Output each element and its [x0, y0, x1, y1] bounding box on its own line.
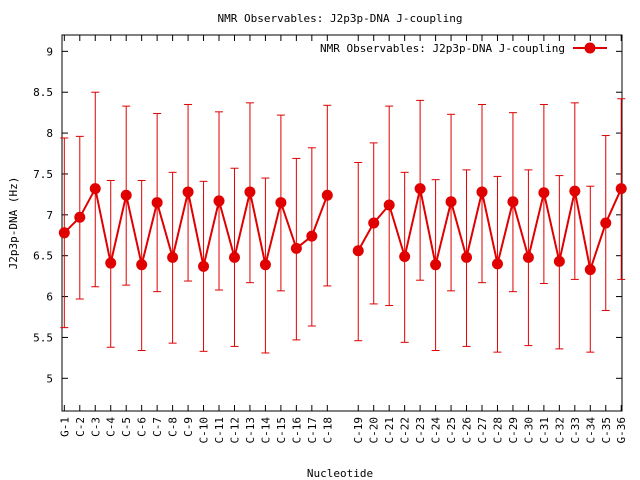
x-tick-label: C-12 — [228, 417, 241, 444]
data-point — [352, 245, 364, 257]
data-point — [368, 217, 380, 229]
y-tick-label: 8.5 — [33, 86, 53, 99]
data-point — [198, 260, 210, 272]
data-point — [600, 217, 612, 229]
x-tick-label: C-4 — [105, 417, 118, 437]
data-point — [615, 183, 627, 195]
x-tick-label: C-7 — [151, 417, 164, 437]
x-tick-label: C-16 — [290, 417, 303, 444]
x-tick-label: C-10 — [198, 417, 211, 444]
x-axis: G-1 C-2 C-3 C-4 C-5 C-6 C-7 C-8 C-9 C-10 C-11 C-12 C… — [58, 35, 628, 444]
series-line — [357, 188, 623, 274]
legend-label: NMR Observables: J2p3p-DNA J-coupling — [320, 42, 565, 55]
data-point — [430, 259, 442, 271]
series-line — [63, 185, 329, 267]
x-tick-label: C-6 — [136, 417, 149, 437]
data-point — [182, 186, 194, 198]
x-tick-label: C-15 — [275, 417, 288, 444]
y-tick-label: 7.5 — [33, 168, 53, 181]
data-point — [383, 199, 395, 211]
x-tick-label: C-20 — [368, 417, 381, 444]
x-tick-label: C-34 — [584, 417, 597, 444]
y-tick-label: 5 — [46, 372, 53, 385]
legend-marker-swatch — [584, 42, 596, 54]
data-point — [290, 242, 302, 254]
y-tick-label: 6.5 — [33, 250, 53, 263]
x-tick-label: C-22 — [399, 417, 412, 444]
data-point — [522, 251, 534, 263]
data-point — [89, 183, 101, 195]
data-point — [553, 255, 565, 267]
x-tick-label: C-28 — [491, 417, 504, 444]
x-tick-label: C-13 — [244, 417, 257, 444]
error-bars — [60, 91, 626, 354]
x-tick-label: C-35 — [600, 417, 613, 444]
data-point — [461, 251, 473, 263]
data-point — [445, 196, 457, 208]
x-tick-label: C-5 — [120, 417, 133, 437]
series-lines — [63, 185, 623, 274]
chart-title: NMR Observables: J2p3p-DNA J-coupling — [217, 12, 462, 25]
data-point — [275, 197, 287, 209]
x-tick-label: C-18 — [321, 417, 334, 444]
x-axis-label: Nucleotide — [307, 467, 373, 480]
data-point — [259, 259, 271, 271]
data-point — [213, 195, 225, 207]
x-tick-label: C-23 — [414, 417, 427, 444]
x-tick-label: C-31 — [538, 417, 551, 444]
x-tick-label: C-27 — [476, 417, 489, 444]
data-point — [244, 186, 256, 198]
data-point — [399, 251, 411, 263]
data-point — [476, 186, 488, 198]
data-point — [136, 259, 148, 271]
y-axis: 5 5.5 6 6.5 7 7.5 8 8.5 9 — [33, 45, 622, 385]
plot-frame — [61, 34, 623, 412]
data-point — [491, 258, 503, 270]
x-tick-label: C-14 — [259, 417, 272, 444]
data-point — [507, 196, 519, 208]
x-tick-label: G-36 — [615, 417, 628, 444]
data-point — [74, 211, 86, 223]
x-tick-label: C-26 — [461, 417, 474, 444]
legend: NMR Observables: J2p3p-DNA J-coupling — [320, 42, 607, 55]
y-tick-label: 5.5 — [33, 331, 53, 344]
y-tick-label: 6 — [46, 291, 53, 304]
y-tick-label: 7 — [46, 209, 53, 222]
data-point — [321, 189, 333, 201]
data-point — [120, 189, 132, 201]
x-tick-label: C-8 — [167, 417, 180, 437]
x-tick-label: C-30 — [522, 417, 535, 444]
y-tick-label: 9 — [46, 45, 53, 58]
data-point — [306, 230, 318, 242]
data-point — [58, 227, 70, 239]
data-point — [228, 251, 240, 263]
x-tick-label: C-33 — [569, 417, 582, 444]
x-tick-label: C-17 — [306, 417, 319, 444]
data-points — [58, 183, 627, 276]
x-tick-label: C-29 — [507, 417, 520, 444]
x-tick-label: C-25 — [445, 417, 458, 444]
x-tick-label: C-9 — [182, 417, 195, 437]
data-point — [414, 183, 426, 195]
y-tick-label: 8 — [46, 127, 53, 140]
x-tick-label: C-11 — [213, 417, 226, 444]
x-tick-label: C-24 — [430, 417, 443, 444]
data-point — [569, 185, 581, 197]
data-point — [584, 264, 596, 276]
x-tick-label: C-21 — [383, 417, 396, 444]
y-axis-label: J2p3p-DNA (Hz) — [7, 177, 20, 270]
data-point — [105, 257, 117, 269]
data-point — [167, 251, 179, 263]
x-tick-label: G-1 — [58, 417, 71, 437]
x-tick-label: C-19 — [352, 417, 365, 444]
x-tick-label: C-32 — [553, 417, 566, 444]
x-tick-label: C-2 — [74, 417, 87, 437]
data-point — [538, 187, 550, 199]
data-point — [151, 197, 163, 209]
x-tick-label: C-3 — [89, 417, 102, 437]
